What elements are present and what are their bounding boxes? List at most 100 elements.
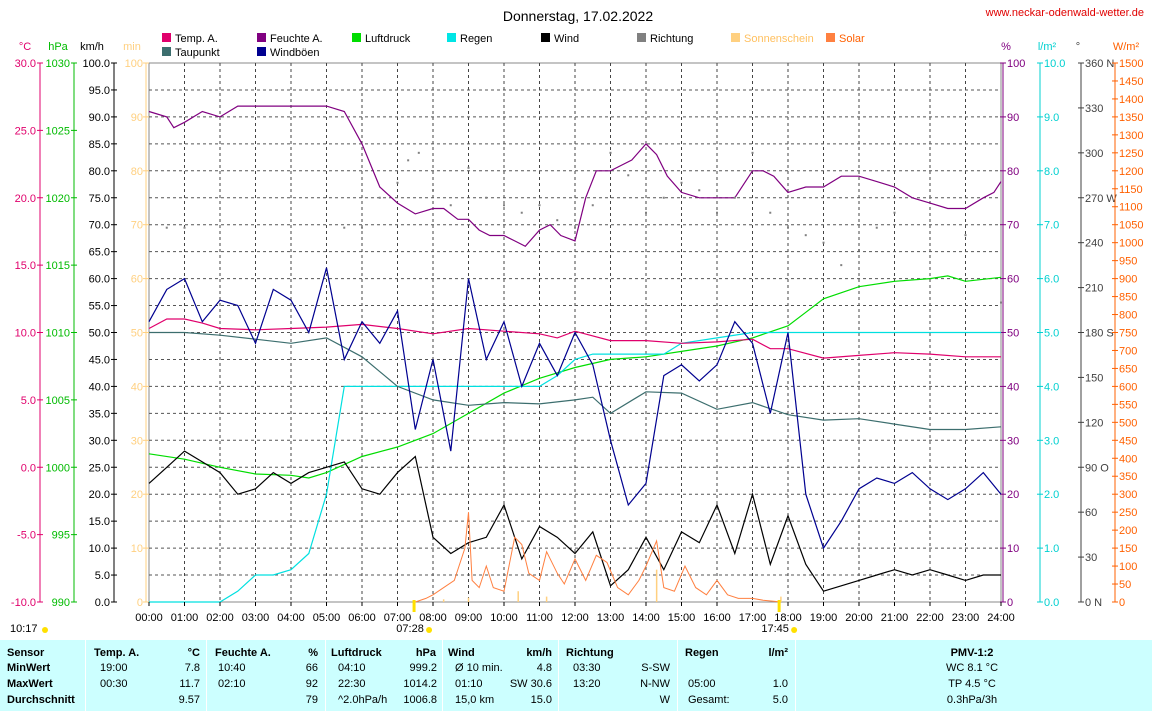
x-tick-label: 18:00 — [774, 612, 802, 624]
table-separator — [325, 640, 326, 711]
humidity-tick-label: 0 — [1007, 597, 1013, 609]
pressure-tick-label: 1025 — [46, 125, 70, 137]
wind-tick-label: 0.0 — [95, 597, 110, 609]
x-tick-label: 07:00 — [384, 612, 412, 624]
sunshine-tick-label: 80 — [131, 166, 143, 178]
table-header: Feuchte A. — [215, 647, 271, 659]
sun-icon — [791, 627, 798, 633]
direction-point — [183, 226, 186, 229]
x-tick-label: 17:00 — [739, 612, 767, 624]
direction-unit-label: ° — [1076, 41, 1080, 53]
temp-tick-label: 15.0 — [15, 260, 36, 272]
solar-tick-label: 300 — [1119, 489, 1137, 501]
rain-tick-label: 7.0 — [1044, 220, 1059, 232]
sun-icon — [42, 627, 48, 633]
wind-tick-label: 35.0 — [89, 408, 110, 420]
direction-point — [680, 181, 683, 184]
x-tick-label: 02:00 — [206, 612, 234, 624]
solar-tick-label: 600 — [1119, 381, 1137, 393]
wind-tick-label: 20.0 — [89, 489, 110, 501]
direction-point — [417, 151, 420, 154]
humidity-tick-label: 60 — [1007, 274, 1019, 286]
humidity-tick-label: 70 — [1007, 220, 1019, 232]
direction-point — [574, 226, 576, 229]
sunshine-total-label: 10:17 — [10, 623, 38, 635]
table-separator — [795, 640, 796, 711]
rain-tick-label: 9.0 — [1044, 112, 1059, 124]
sunshine-tick-label: 40 — [131, 381, 143, 393]
table-cell: 22:30 — [338, 678, 366, 690]
rain-tick-label: 3.0 — [1044, 435, 1059, 447]
temp-tick-label: 10.0 — [15, 328, 36, 340]
pressure-tick-label: 995 — [52, 530, 70, 542]
direction-point — [964, 234, 967, 237]
solar-tick-label: 100 — [1119, 561, 1137, 573]
x-tick-label: 12:00 — [561, 612, 589, 624]
direction-tick-label: 0 N — [1085, 597, 1102, 609]
table-cell: 9.57 — [178, 694, 200, 706]
temp-tick-label: 20.0 — [15, 193, 36, 205]
x-tick-label: 23:00 — [952, 612, 980, 624]
sunshine-tick-label: 10 — [131, 543, 143, 555]
table-cell: 11.7 — [179, 678, 200, 690]
humidity-tick-label: 90 — [1007, 112, 1019, 124]
table-cell: S-SW — [641, 662, 670, 674]
site-url-link[interactable]: www.neckar-odenwald-wetter.de — [985, 7, 1144, 19]
humidity-tick-label: 40 — [1007, 381, 1019, 393]
x-tick-label: 06:00 — [348, 612, 376, 624]
direction-point — [716, 211, 718, 214]
legend-label: Windböen — [270, 47, 320, 59]
table-row-label: MinWert — [7, 662, 51, 674]
humidity-tick-label: 80 — [1007, 166, 1019, 178]
wind-tick-label: 90.0 — [89, 112, 110, 124]
solar-tick-label: 1200 — [1119, 166, 1143, 178]
table-cell: 92 — [305, 678, 318, 690]
wind-tick-label: 30.0 — [89, 435, 110, 447]
sunshine-tick-label: 60 — [131, 274, 143, 286]
x-tick-label: 14:00 — [632, 612, 660, 624]
x-tick-label: 03:00 — [242, 612, 270, 624]
legend-swatch — [162, 33, 171, 42]
x-tick-label: 01:00 — [171, 612, 199, 624]
direction-tick-label: 270 W — [1085, 193, 1117, 205]
wind-tick-label: 70.0 — [89, 220, 110, 232]
x-tick-label: 15:00 — [668, 612, 696, 624]
wind-tick-label: 40.0 — [89, 381, 110, 393]
legend-swatch — [826, 33, 835, 42]
direction-point — [875, 226, 878, 229]
legend-swatch — [162, 47, 171, 56]
solar-tick-label: 250 — [1119, 507, 1137, 519]
humidity-tick-label: 10 — [1007, 543, 1019, 555]
direction-point — [165, 226, 168, 229]
solar-tick-label: 1300 — [1119, 130, 1143, 142]
direction-tick-label: 90 O — [1085, 462, 1109, 474]
solar-tick-label: 1000 — [1119, 238, 1143, 250]
legend-swatch — [637, 33, 646, 42]
legend-label: Taupunkt — [175, 47, 220, 59]
wind-tick-label: 65.0 — [89, 247, 110, 259]
table-cell: 15,0 km — [455, 694, 495, 706]
direction-point — [804, 234, 807, 237]
direction-point — [787, 226, 789, 229]
rain-unit-label: l/m² — [1038, 41, 1057, 53]
direction-point — [751, 151, 754, 154]
x-tick-label: 21:00 — [881, 612, 909, 624]
table-cell: Gesamt: — [688, 694, 730, 706]
wind-tick-label: 75.0 — [89, 193, 110, 205]
table-cell: 00:30 — [100, 678, 128, 690]
series-line-temp-a — [148, 318, 1001, 359]
table-row-label: MaxWert — [7, 678, 53, 690]
table-cell: Ø 10 min. — [455, 662, 503, 674]
wind-tick-label: 80.0 — [89, 166, 110, 178]
pressure-tick-label: 1015 — [46, 260, 70, 272]
table-cell: 5.0 — [772, 694, 788, 706]
direction-tick-label: 60 — [1085, 507, 1097, 519]
table-cell: 1014.2 — [403, 678, 437, 690]
legend-label: Wind — [554, 33, 579, 45]
solar-tick-label: 1350 — [1119, 112, 1143, 124]
table-cell: 04:10 — [338, 662, 366, 674]
solar-tick-label: 0 — [1119, 597, 1125, 609]
table-separator — [85, 640, 86, 711]
wind-tick-label: 60.0 — [89, 274, 110, 286]
solar-tick-label: 500 — [1119, 417, 1137, 429]
